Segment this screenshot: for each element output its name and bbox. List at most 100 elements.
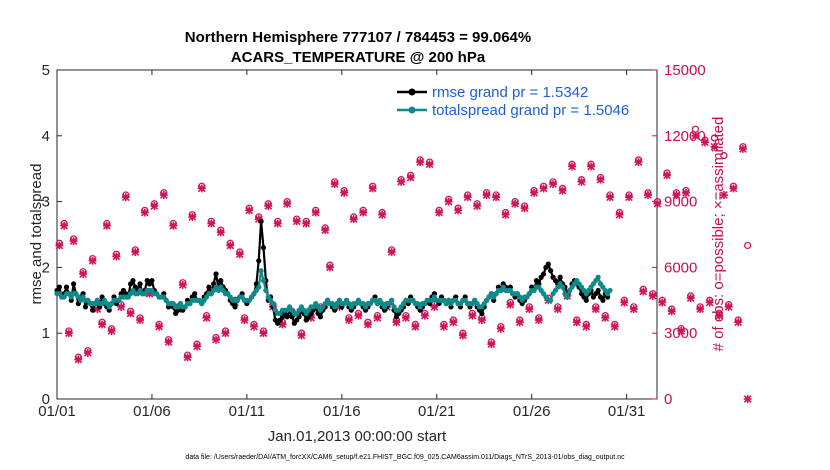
- obs-assimilated-point: [729, 184, 738, 193]
- obs-assimilated-point: [155, 322, 164, 331]
- rmse-point: [583, 297, 589, 303]
- obs-assimilated-point: [401, 313, 410, 322]
- obs-assimilated-point: [496, 324, 505, 333]
- obs-assimilated-point: [691, 131, 700, 140]
- obs-assimilated-point: [107, 327, 116, 335]
- y-right-axis-label: # of obs: o=possible; ×=assimilated: [710, 117, 727, 352]
- obs-assimilated-point: [273, 219, 282, 228]
- obs-assimilated-point: [686, 294, 695, 303]
- obs-assimilated-point: [292, 217, 301, 226]
- obs-assimilated-point: [591, 305, 600, 314]
- obs-assimilated-point: [705, 298, 714, 307]
- obs-assimilated-point: [420, 311, 429, 320]
- obs-assimilated-point: [93, 305, 102, 314]
- obs-assimilated-point: [501, 210, 510, 219]
- spread-point: [258, 268, 264, 274]
- rmse-point: [149, 277, 155, 284]
- obs-assimilated-point: [83, 348, 92, 357]
- observation-count-markers: [55, 125, 752, 403]
- obs-assimilated-point: [79, 270, 88, 278]
- obs-assimilated-point: [525, 305, 534, 314]
- obs-assimilated-point: [677, 327, 686, 335]
- obs-assimilated-point: [610, 322, 619, 331]
- obs-assimilated-point: [582, 322, 591, 331]
- obs-assimilated-point: [117, 302, 126, 311]
- obs-assimilated-point: [55, 241, 64, 250]
- obs-assimilated-point: [601, 313, 610, 322]
- obs-assimilated-point: [416, 158, 425, 167]
- y-right-tick-label: 12000: [664, 128, 706, 145]
- spread-point: [607, 287, 613, 294]
- obs-assimilated-point: [425, 160, 434, 169]
- obs-possible-point: [744, 241, 752, 250]
- x-tick-label: 01/06: [133, 403, 171, 420]
- spread-point: [564, 294, 570, 300]
- obs-assimilated-point: [373, 313, 382, 322]
- rmse-point: [71, 281, 77, 287]
- obs-assimilated-point: [306, 313, 315, 322]
- y-left-tick-label: 1: [42, 325, 50, 342]
- obs-assimilated-point: [368, 184, 377, 193]
- spread-point: [270, 300, 276, 307]
- obs-assimilated-point: [88, 256, 97, 265]
- plot-area: [56, 69, 658, 400]
- x-tick-label: 01/21: [418, 403, 456, 420]
- obs-assimilated-point: [188, 212, 197, 221]
- spread-point: [548, 297, 554, 303]
- obs-assimilated-point: [344, 316, 353, 324]
- rmse-point: [232, 304, 238, 310]
- obs-assimilated-point: [302, 219, 311, 228]
- obs-assimilated-point: [112, 252, 121, 261]
- obs-assimilated-point: [639, 287, 648, 296]
- obs-assimilated-point: [653, 199, 662, 208]
- obs-assimilated-point: [558, 186, 567, 195]
- rmse-point: [206, 284, 212, 290]
- obs-assimilated-point: [183, 353, 192, 362]
- y-right-tick-label: 6000: [664, 259, 697, 276]
- obs-assimilated-point: [169, 221, 178, 230]
- obs-assimilated-point: [297, 331, 306, 340]
- obs-assimilated-point: [439, 322, 448, 331]
- y-left-axis-ticks: 0 1 2 3 4 5: [42, 62, 62, 408]
- obs-assimilated-point: [216, 228, 225, 237]
- rmse-point: [218, 277, 224, 284]
- obs-assimilated-point: [482, 191, 491, 199]
- obs-assimilated-point: [572, 318, 581, 327]
- x-axis-label: Jan.01,2013 00:00:00 start: [268, 428, 447, 445]
- obs-assimilated-point: [724, 302, 733, 311]
- rmse-point: [256, 258, 262, 264]
- legend: rmse grand pr = 1.5342 totalspread grand…: [397, 84, 629, 119]
- obs-assimilated-point: [487, 340, 496, 349]
- obs-assimilated-point: [311, 208, 320, 217]
- rmse-point: [284, 314, 290, 320]
- obs-assimilated-point: [606, 193, 614, 202]
- obs-assimilated-point: [349, 215, 358, 224]
- obs-assimilated-point: [629, 305, 638, 314]
- y-right-tick-label: 9000: [664, 194, 697, 211]
- obs-assimilated-point: [221, 329, 230, 338]
- obs-assimilated-point: [568, 162, 576, 171]
- obs-assimilated-point: [700, 138, 709, 147]
- legend-spread-label: totalspread grand pr = 1.5046: [432, 102, 629, 119]
- y-left-tick-label: 4: [42, 128, 50, 145]
- obs-assimilated-point: [539, 184, 548, 193]
- obs-assimilated-point: [102, 221, 111, 230]
- obs-assimilated-point: [240, 316, 249, 324]
- obs-possible-point: [720, 151, 728, 160]
- obs-assimilated-point: [477, 316, 486, 324]
- x-axis-ticks: 01/01 01/06 01/11 01/16 01/21 01/26 01/31: [38, 70, 645, 420]
- obs-assimilated-point: [644, 191, 652, 199]
- obs-assimilated-point: [506, 300, 515, 309]
- rmse-point: [82, 304, 89, 310]
- y-left-axis-label: rmse and totalspread: [28, 164, 45, 305]
- obs-assimilated-point: [378, 210, 387, 219]
- rmse-point: [137, 281, 143, 287]
- obs-assimilated-point: [663, 171, 671, 180]
- y-left-tick-label: 3: [42, 194, 50, 211]
- obs-assimilated-point: [325, 263, 334, 272]
- obs-assimilated-point: [321, 226, 330, 235]
- obs-assimilated-point: [340, 188, 349, 197]
- obs-assimilated-point: [330, 180, 339, 189]
- obs-assimilated-point: [212, 335, 220, 344]
- y-right-tick-label: 0: [664, 391, 672, 408]
